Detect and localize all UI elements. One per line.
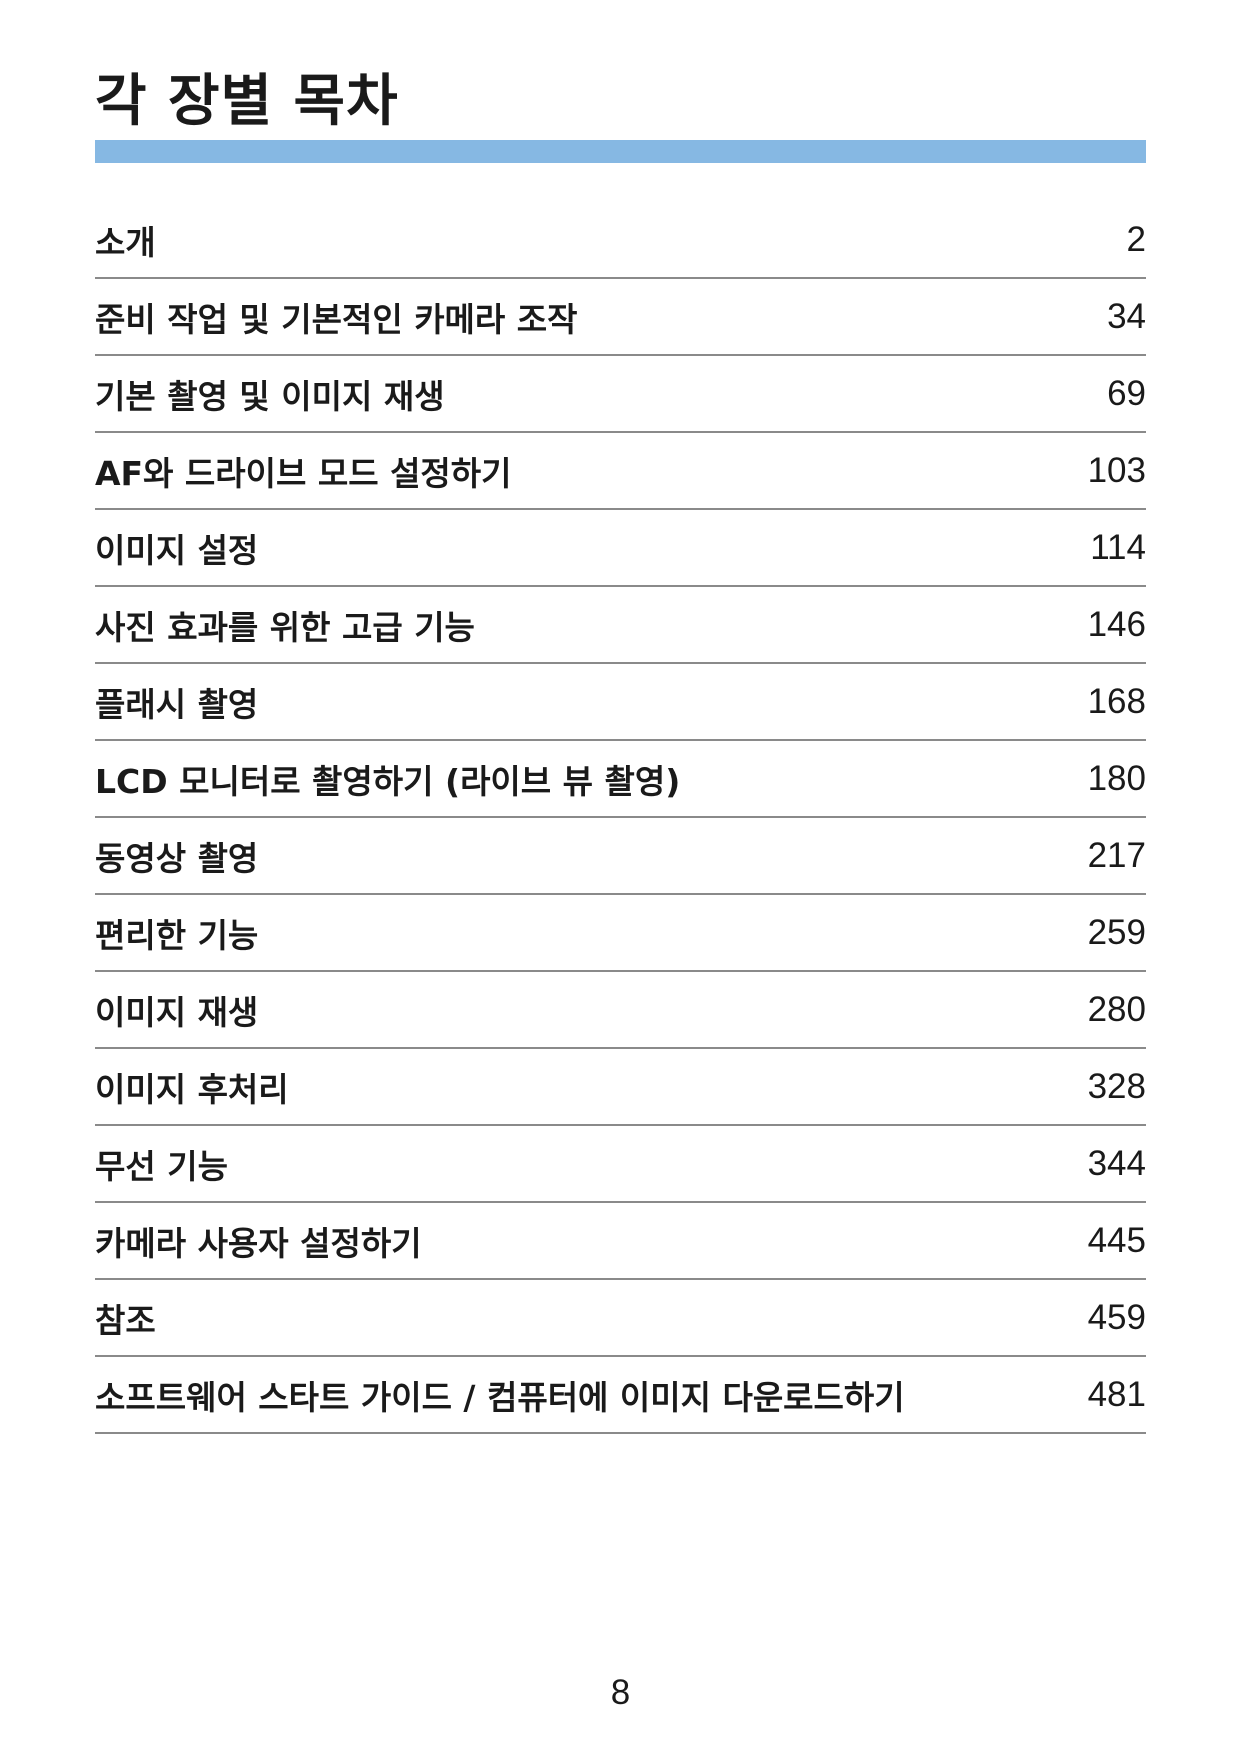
- toc-entry-post-processing[interactable]: 이미지 후처리 328: [95, 1049, 1146, 1126]
- toc-entry-advanced-operations[interactable]: 사진 효과를 위한 고급 기능 146: [95, 587, 1146, 664]
- toc-entry-flash[interactable]: 플래시 촬영 168: [95, 664, 1146, 741]
- toc-entry-page: 146: [1087, 605, 1146, 644]
- toc-entry-basic-shooting[interactable]: 기본 촬영 및 이미지 재생 69: [95, 356, 1146, 433]
- toc-entry-title: 무선 기능: [95, 1147, 228, 1186]
- toc-entry-title: 준비 작업 및 기본적인 카메라 조작: [95, 300, 578, 339]
- toc-entry-af-drive[interactable]: AF와 드라이브 모드 설정하기 103: [95, 433, 1146, 510]
- toc-entry-title: 편리한 기능: [95, 916, 259, 955]
- toc-entry-title: 소프트웨어 스타트 가이드 / 컴퓨터에 이미지 다운로드하기: [95, 1378, 905, 1417]
- toc-entry-page: 217: [1087, 836, 1146, 875]
- toc-entry-page: 259: [1087, 913, 1146, 952]
- toc-entry-title: 이미지 설정: [95, 531, 259, 570]
- toc-entry-page: 2: [1126, 220, 1146, 259]
- page-number: 8: [610, 1673, 631, 1712]
- table-of-contents: 소개 2 준비 작업 및 기본적인 카메라 조작 34 기본 촬영 및 이미지 …: [95, 202, 1146, 1434]
- toc-entry-preparation[interactable]: 준비 작업 및 기본적인 카메라 조작 34: [95, 279, 1146, 356]
- toc-entry-wireless[interactable]: 무선 기능 344: [95, 1126, 1146, 1203]
- toc-entry-handy-features[interactable]: 편리한 기능 259: [95, 895, 1146, 972]
- toc-entry-introduction[interactable]: 소개 2: [95, 202, 1146, 279]
- toc-entry-page: 328: [1087, 1067, 1146, 1106]
- toc-entry-reference[interactable]: 참조 459: [95, 1280, 1146, 1357]
- toc-entry-title: LCD 모니터로 촬영하기 (라이브 뷰 촬영): [95, 762, 681, 801]
- toc-entry-software-guide[interactable]: 소프트웨어 스타트 가이드 / 컴퓨터에 이미지 다운로드하기 481: [95, 1357, 1146, 1434]
- toc-entry-page: 180: [1087, 759, 1146, 798]
- toc-entry-page: 445: [1087, 1221, 1146, 1260]
- toc-entry-image-settings[interactable]: 이미지 설정 114: [95, 510, 1146, 587]
- toc-entry-title: 사진 효과를 위한 고급 기능: [95, 608, 475, 647]
- toc-entry-page: 459: [1087, 1298, 1146, 1337]
- toc-entry-page: 114: [1090, 528, 1146, 567]
- toc-entry-page: 168: [1087, 682, 1146, 721]
- toc-entry-page: 103: [1087, 451, 1146, 490]
- toc-entry-page: 344: [1087, 1144, 1146, 1183]
- toc-entry-title: 이미지 재생: [95, 993, 259, 1032]
- toc-entry-customizing[interactable]: 카메라 사용자 설정하기 445: [95, 1203, 1146, 1280]
- toc-entry-title: 소개: [95, 223, 156, 262]
- toc-entry-live-view[interactable]: LCD 모니터로 촬영하기 (라이브 뷰 촬영) 180: [95, 741, 1146, 818]
- title-underline-bar: [95, 140, 1146, 163]
- toc-entry-title: 플래시 촬영: [95, 685, 259, 724]
- page-title: 각 장별 목차: [95, 69, 399, 134]
- toc-entry-title: AF와 드라이브 모드 설정하기: [95, 454, 512, 493]
- toc-entry-title: 동영상 촬영: [95, 839, 259, 878]
- toc-entry-title: 이미지 후처리: [95, 1070, 289, 1109]
- toc-entry-movie[interactable]: 동영상 촬영 217: [95, 818, 1146, 895]
- toc-entry-title: 기본 촬영 및 이미지 재생: [95, 377, 445, 416]
- toc-entry-page: 34: [1107, 297, 1146, 336]
- toc-entry-page: 481: [1087, 1375, 1146, 1414]
- toc-entry-title: 카메라 사용자 설정하기: [95, 1224, 422, 1263]
- toc-entry-page: 69: [1107, 374, 1146, 413]
- toc-entry-title: 참조: [95, 1301, 156, 1340]
- toc-entry-playback[interactable]: 이미지 재생 280: [95, 972, 1146, 1049]
- toc-entry-page: 280: [1087, 990, 1146, 1029]
